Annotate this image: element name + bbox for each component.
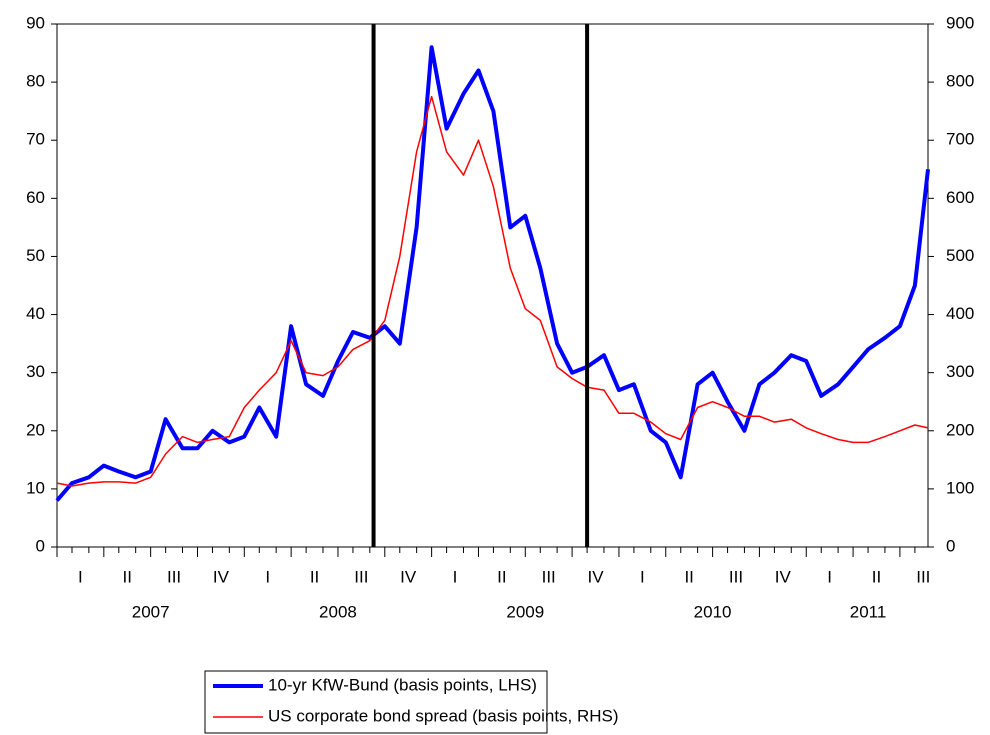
year-label: 2008 — [319, 602, 357, 621]
y-tick-label: 50 — [26, 246, 45, 265]
y2-tick-label: 200 — [946, 420, 974, 439]
quarter-label: III — [729, 567, 743, 586]
quarter-label: IV — [400, 567, 417, 586]
quarter-label: II — [123, 567, 132, 586]
quarter-label: I — [640, 567, 645, 586]
quarter-label: III — [354, 567, 368, 586]
y2-tick-label: 600 — [946, 188, 974, 207]
quarter-label: I — [265, 567, 270, 586]
y-tick-label: 40 — [26, 304, 45, 323]
y-tick-label: 90 — [26, 13, 45, 32]
quarter-label: II — [497, 567, 506, 586]
y2-tick-label: 700 — [946, 130, 974, 149]
year-label: 2010 — [694, 602, 732, 621]
legend-label: US corporate bond spread (basis points, … — [268, 706, 619, 725]
y2-tick-label: 0 — [946, 536, 955, 555]
y2-tick-label: 300 — [946, 362, 974, 381]
y-tick-label: 70 — [26, 130, 45, 149]
quarter-label: III — [542, 567, 556, 586]
quarter-label: II — [310, 567, 319, 586]
y-tick-label: 10 — [26, 478, 45, 497]
y-tick-label: 0 — [36, 536, 45, 555]
quarter-label: IV — [587, 567, 604, 586]
quarter-label: I — [827, 567, 832, 586]
series-line — [56, 95, 929, 487]
plot-frame — [56, 23, 929, 548]
year-label: 2009 — [506, 602, 544, 621]
y2-tick-label: 800 — [946, 72, 974, 91]
quarter-label: IV — [775, 567, 792, 586]
quarter-label: II — [684, 567, 693, 586]
series-line — [55, 45, 930, 502]
y2-tick-label: 100 — [946, 478, 974, 497]
y2-tick-label: 900 — [946, 13, 974, 32]
year-label: 2007 — [132, 602, 170, 621]
quarter-label: II — [872, 567, 881, 586]
quarter-label: IV — [213, 567, 230, 586]
y-tick-label: 20 — [26, 420, 45, 439]
year-label: 2011 — [850, 602, 887, 621]
quarter-label: I — [78, 567, 83, 586]
legend-label: 10-yr KfW-Bund (basis points, LHS) — [268, 675, 537, 694]
y2-tick-label: 500 — [946, 246, 974, 265]
y-tick-label: 60 — [26, 188, 45, 207]
y-tick-label: 80 — [26, 72, 45, 91]
quarter-label: III — [167, 567, 181, 586]
legend-box — [204, 670, 548, 734]
quarter-label: I — [453, 567, 458, 586]
y-tick-label: 30 — [26, 362, 45, 381]
y2-tick-label: 400 — [946, 304, 974, 323]
quarter-label: III — [916, 567, 930, 586]
